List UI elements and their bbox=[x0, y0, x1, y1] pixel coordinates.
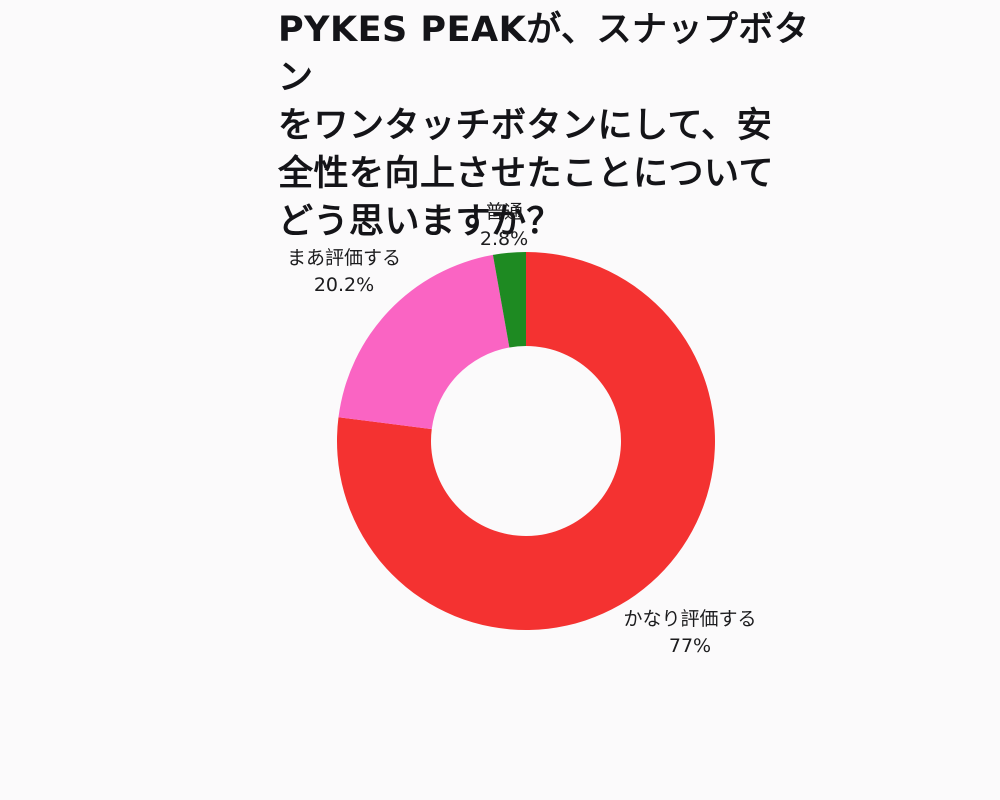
slice-label-maa-hyouka: まあ評価する 20.2% bbox=[287, 245, 401, 299]
pie-slice-1 bbox=[338, 254, 510, 430]
slice-label-percent: 2.8% bbox=[479, 228, 529, 250]
pie-slice-0 bbox=[336, 252, 715, 630]
chart-title: PYKES PEAKが、スナップボタン をワンタッチボタンにして、安 全性を向上… bbox=[278, 6, 818, 246]
slice-label-futsuu: 普通 2.8% bbox=[480, 199, 528, 253]
slice-label-percent: 77% bbox=[668, 635, 712, 657]
pie-slice-2 bbox=[492, 252, 526, 348]
slice-label-kanari-hyouka: かなり評価する 77% bbox=[623, 606, 756, 660]
chart-title-line: 全性を向上させたことについて bbox=[278, 154, 774, 194]
slice-label-percent: 20.2% bbox=[313, 274, 375, 296]
slice-label-category: 普通 bbox=[484, 201, 523, 223]
slice-label-category: かなり評価する bbox=[623, 608, 757, 630]
chart-title-line: PYKES PEAKが、スナップボタン bbox=[278, 10, 810, 98]
slice-label-category: まあ評価する bbox=[286, 247, 402, 269]
chart-title-line: どう思いますか？ bbox=[278, 202, 563, 242]
chart-title-line: をワンタッチボタンにして、安 bbox=[278, 106, 773, 146]
